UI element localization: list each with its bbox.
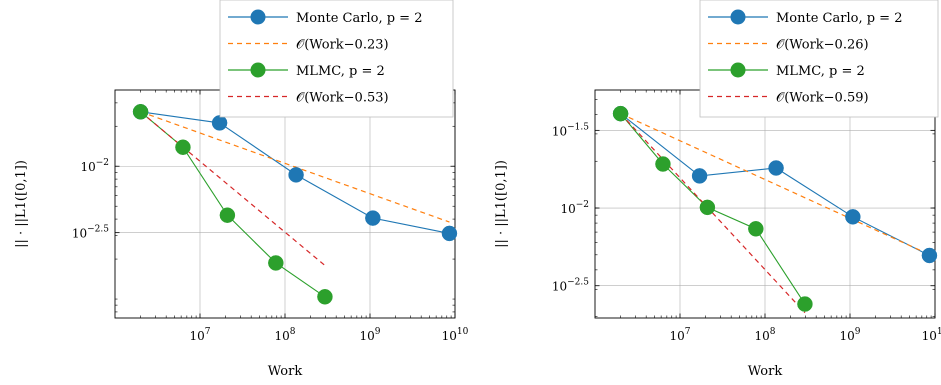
data-point (132, 104, 149, 120)
x-tick-label: 108 (274, 327, 295, 343)
data-point (441, 225, 458, 242)
legend-label: 𝒪(Work−0.59) (776, 91, 869, 106)
x-tick-label: 108 (754, 327, 775, 343)
legend: Monte Carlo, p = 2 𝒪(Work−0.26) MLMC, p = … (699, 0, 939, 118)
series-line (620, 113, 930, 256)
legend-marker (250, 9, 266, 25)
x-tick-label: 107 (669, 327, 690, 343)
series-line (140, 111, 450, 223)
legend: Monte Carlo, p = 2 𝒪(Work−0.23) MLMC, p = … (219, 0, 454, 118)
chart-left: 107 108 109 1010 10−2 10−2.5 Work || · ||L1([0,… (14, 0, 469, 379)
data-point (748, 221, 764, 237)
x-axis-label: Work (748, 364, 783, 379)
y-tick-label: 10−2 (560, 200, 589, 216)
y-tick-label: 10−1.5 (552, 122, 589, 138)
data-point (211, 115, 228, 131)
legend-marker (250, 62, 266, 78)
legend-label: Monte Carlo, p = 2 (296, 11, 422, 26)
x-axis-label: Work (268, 364, 303, 379)
series-line (140, 111, 326, 266)
legend-label: MLMC, p = 2 (296, 64, 385, 79)
y-tick-label: 10−2 (80, 158, 109, 174)
y-axis-label: || · ||L1([0,1]) (494, 160, 509, 248)
series-line (620, 113, 806, 314)
y-tick-label: 10−2.5 (552, 278, 589, 294)
legend-marker (730, 62, 746, 78)
series-line (140, 111, 326, 298)
data-point (288, 167, 304, 183)
data-point (768, 160, 784, 176)
y-axis-label: || · ||L1([0,1]) (14, 160, 29, 248)
legend-label: 𝒪(Work−0.23) (296, 38, 389, 53)
series-line (620, 113, 930, 256)
chart-right: 107 108 109 1010 10−1.5 10−2 10−2.5 Work || · ||… (494, 0, 941, 379)
data-point (612, 105, 629, 122)
x-tick-label: 107 (189, 327, 210, 343)
data-point (365, 210, 381, 226)
data-point (317, 289, 333, 305)
data-point (699, 199, 716, 216)
x-tick-label: 109 (359, 327, 380, 343)
plot-area (620, 113, 930, 314)
x-tick-label: 1010 (442, 327, 469, 343)
data-point (845, 209, 861, 225)
data-point (268, 255, 284, 271)
plot-area (140, 111, 450, 298)
x-tick-label: 1010 (922, 327, 941, 343)
legend-marker (730, 9, 746, 25)
legend-label: MLMC, p = 2 (776, 64, 865, 79)
data-point (175, 139, 191, 155)
y-tick-label: 10−2.5 (72, 225, 109, 241)
x-tick-label: 109 (839, 327, 860, 343)
data-point (921, 247, 938, 264)
legend-label: 𝒪(Work−0.53) (296, 91, 389, 106)
legend-label: Monte Carlo, p = 2 (776, 11, 902, 26)
data-point (655, 156, 671, 172)
data-point (691, 168, 708, 184)
data-point (219, 207, 236, 223)
legend-label: 𝒪(Work−0.26) (776, 38, 869, 53)
data-point (797, 296, 813, 312)
